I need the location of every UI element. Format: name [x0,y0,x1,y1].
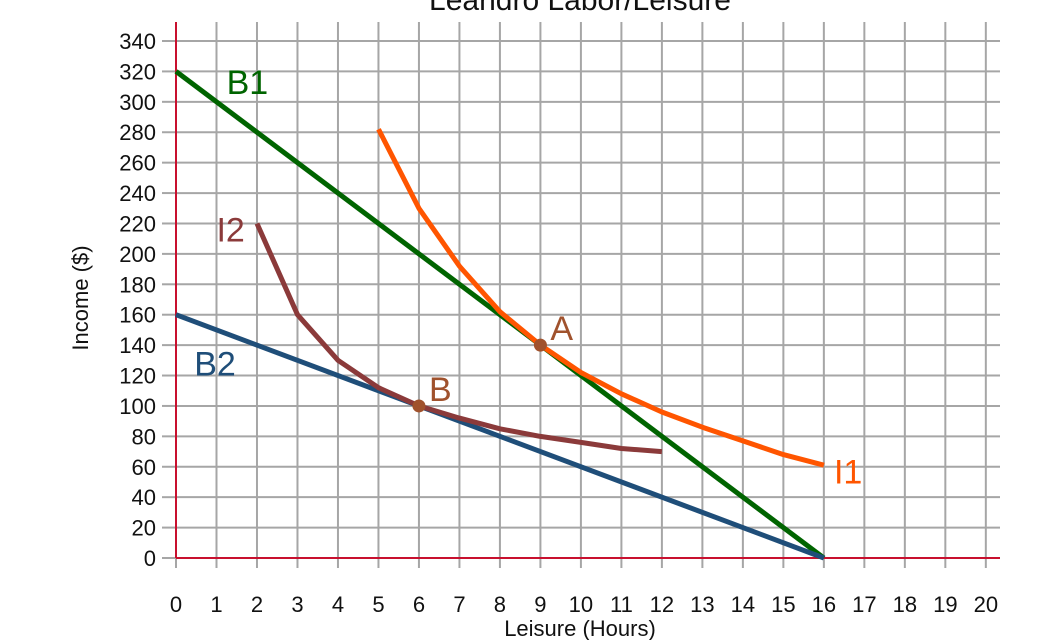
x-tick-labels: 0 1 2 3 4 5 6 7 8 9 10 11 12 13 14 15 16 17 18 19 20 [170,592,998,617]
x-tick-label: 0 [170,592,182,617]
x-tick-label: 5 [372,592,384,617]
y-tick-label: 340 [119,29,156,54]
point-label-b: B [429,371,452,409]
series-label-b2: B2 [194,346,236,384]
series-label-i2: I2 [216,212,244,250]
y-tick-label: 140 [119,333,156,358]
y-tick-labels: 0 20 40 60 80 100 120 140 160 180 200 220 240 260 280 3… [119,29,156,571]
y-tick-label: 20 [132,516,156,541]
y-tick-label: 60 [132,455,156,480]
series-line-i2 [254,222,663,455]
y-tick-label: 40 [132,485,156,510]
y-tick-label: 200 [119,242,156,267]
y-tick-label: 320 [119,59,156,84]
y-tick-label: 220 [119,211,156,236]
y-axis-title: Income ($) [68,245,93,350]
point-marker-a [533,338,547,352]
x-tick-label: 19 [933,592,957,617]
y-tick-label: 100 [119,394,156,419]
chart-title: Leandro Labor/Leisure [429,0,731,17]
x-tick-label: 14 [731,592,755,617]
x-tick-label: 4 [332,592,344,617]
points: AB [412,310,573,413]
x-tick-label: 15 [771,592,795,617]
series-label-i1: I1 [834,453,862,491]
series-label-b1: B1 [227,64,269,102]
x-tick-label: 6 [413,592,425,617]
x-tick-label: 7 [453,592,465,617]
x-tick-label: 12 [650,592,674,617]
x-axis-title: Leisure (Hours) [504,616,656,640]
x-tick-label: 9 [534,592,546,617]
x-tick-label: 18 [893,592,917,617]
x-tick-label: 13 [690,592,714,617]
y-tick-label: 0 [144,546,156,571]
point-label-a: A [550,310,573,348]
x-tick-label: 2 [251,592,263,617]
y-tick-label: 300 [119,90,156,115]
series-line-i1 [376,128,825,468]
y-tick-label: 240 [119,181,156,206]
point-marker-b [412,399,426,413]
x-tick-label: 11 [610,592,633,617]
x-tick-label: 17 [852,592,876,617]
series: B1 B2 I1 I2 [174,64,862,561]
x-tick-label: 8 [494,592,506,617]
y-tick-label: 260 [119,151,156,176]
axes [175,22,1000,559]
y-tick-label: 180 [119,272,156,297]
y-tick-label: 280 [119,120,156,145]
y-tick-label: 120 [119,364,156,389]
series-line-b2 [175,312,825,561]
y-tick-label: 80 [132,424,156,449]
x-tick-label: 1 [210,592,222,617]
x-tick-label: 20 [974,592,998,617]
y-tick-label: 160 [119,303,156,328]
x-tick-label: 16 [812,592,836,617]
x-tick-label: 3 [291,592,303,617]
x-tick-label: 10 [569,592,593,617]
grid [162,22,1000,568]
